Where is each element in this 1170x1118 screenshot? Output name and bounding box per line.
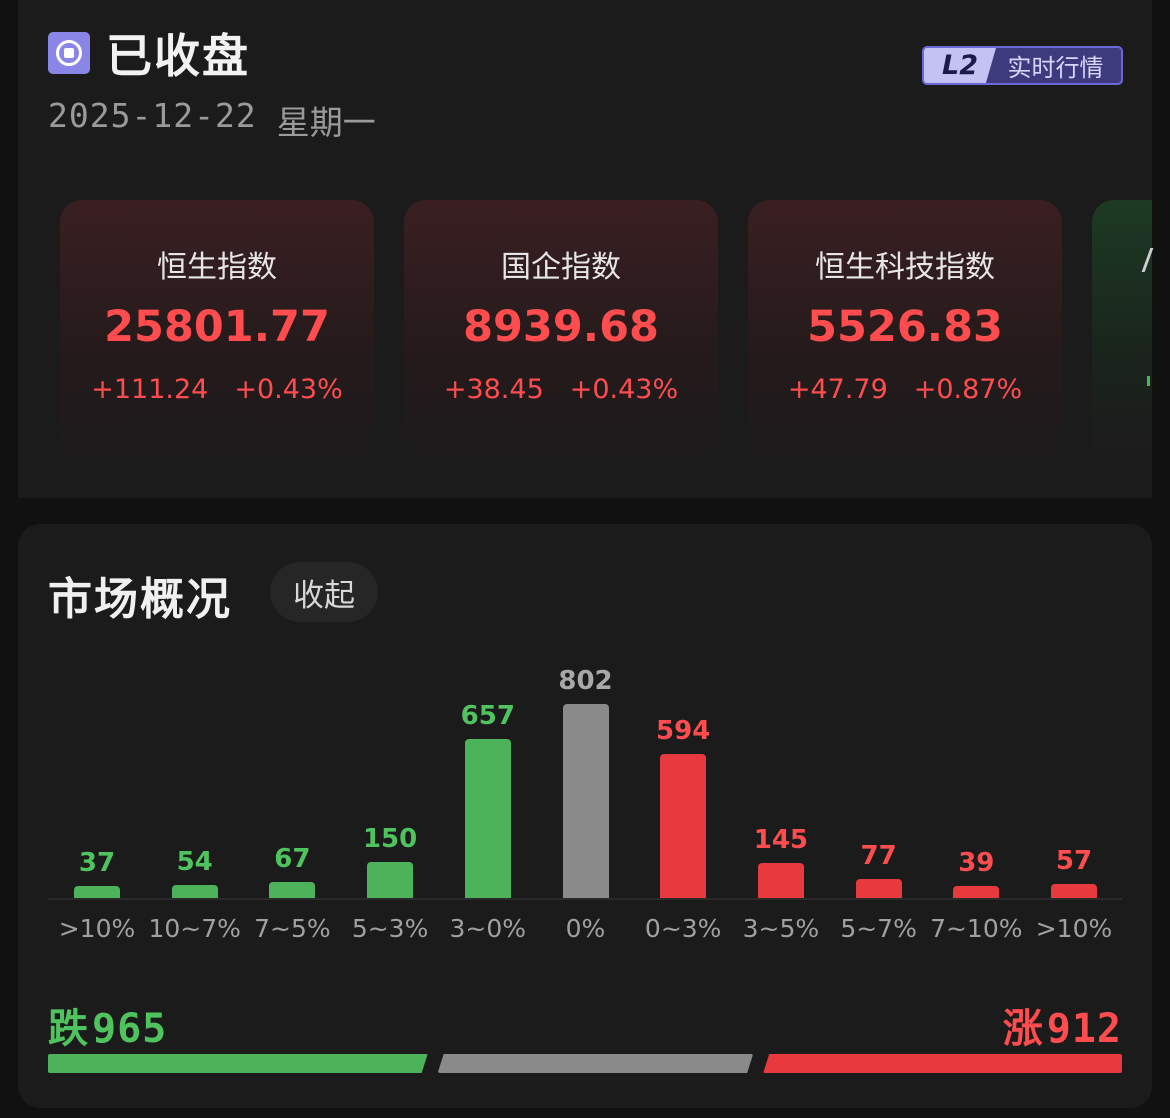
index-name: 恒生科技指数 <box>815 250 995 285</box>
index-card-hstech[interactable]: 恒生科技指数 5526.83 +47.79 +0.87% <box>748 200 1062 464</box>
index-change-pct: +0.87% <box>913 374 1023 405</box>
index-value: 25801.77 <box>104 302 330 352</box>
up-label: 涨 <box>1002 1006 1043 1052</box>
weekday: 星期一 <box>276 103 376 142</box>
index-change: +111.24 <box>91 374 209 405</box>
index-value: 8939.68 <box>463 302 659 352</box>
up-ratio-segment <box>763 1054 1122 1073</box>
date-row: 2025-12-22 星期一 <box>48 96 376 144</box>
index-change-pct: +0.43% <box>234 374 343 405</box>
up-count: 涨 912 <box>1003 996 1122 1054</box>
l2-level-label: L2 <box>924 48 996 83</box>
l2-realtime-badge[interactable]: L2 实时行情 <box>922 46 1123 85</box>
index-change: +47.79 <box>787 374 888 405</box>
realtime-label: 实时行情 <box>1007 54 1104 82</box>
index-card-partial[interactable] <box>1092 200 1157 464</box>
down-count: 跌 965 <box>48 996 167 1054</box>
flat-ratio-segment <box>438 1054 754 1073</box>
section-title: 市场概况 <box>48 574 232 625</box>
index-change-pct: +0.43% <box>569 374 679 405</box>
up-count-value: 912 <box>1046 1006 1122 1052</box>
stop-icon <box>48 32 90 74</box>
index-name: 国企指数 <box>501 250 621 285</box>
index-card-hsi[interactable]: 恒生指数 25801.77 +111.24 +0.43% <box>60 200 374 464</box>
market-status: 已收盘 <box>48 26 250 83</box>
status-title: 已收盘 <box>106 29 250 83</box>
index-card-hscei[interactable]: 国企指数 8939.68 +38.45 +0.43% <box>404 200 718 464</box>
collapse-button[interactable]: 收起 <box>270 562 378 622</box>
down-count-value: 965 <box>92 1006 168 1052</box>
down-ratio-segment <box>48 1054 428 1073</box>
down-label: 跌 <box>48 1006 88 1052</box>
index-value: 5526.83 <box>807 302 1003 352</box>
index-change: +38.45 <box>443 374 544 405</box>
trading-date: 2025-12-22 <box>48 96 257 135</box>
index-name: 恒生指数 <box>157 250 277 285</box>
